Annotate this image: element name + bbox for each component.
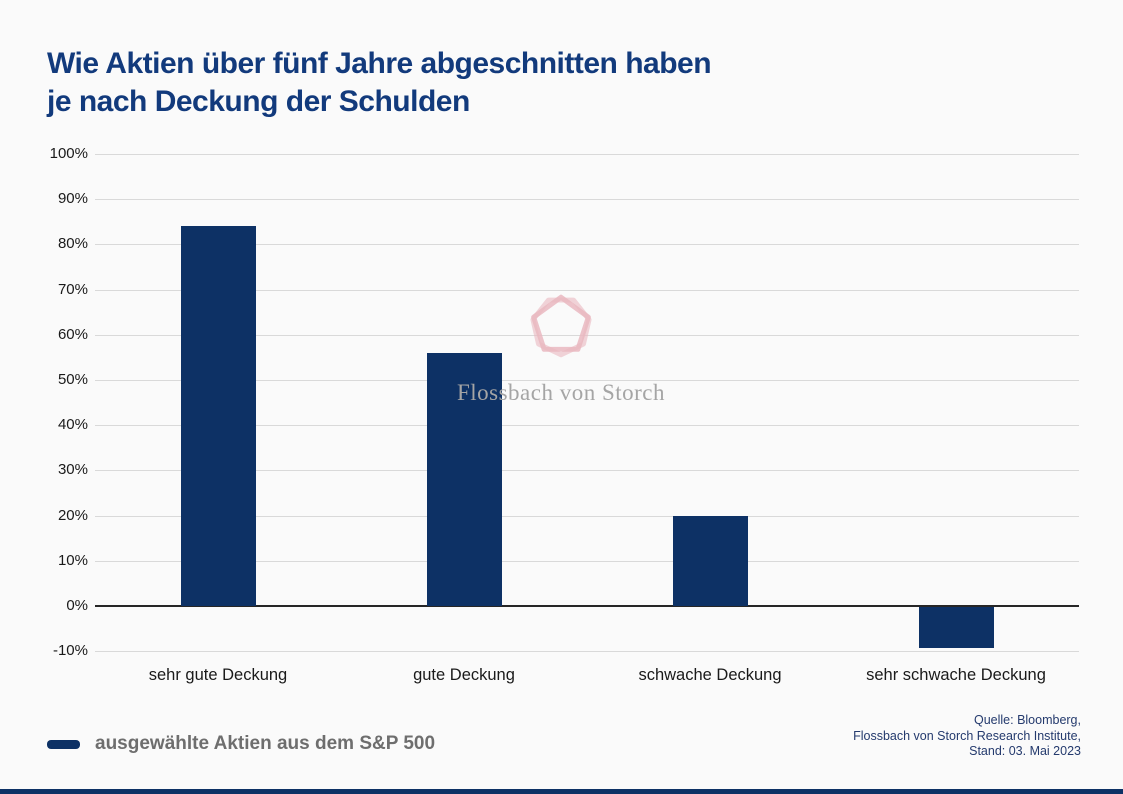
gridline — [95, 380, 1079, 381]
y-axis-tick-label: 40% — [57, 416, 88, 434]
x-axis-category-label: sehr gute Deckung — [148, 666, 288, 684]
bar-sehr-gute-deckung — [180, 226, 256, 606]
chart-title-line1: Wie Aktien über fünf Jahre abgeschnitten… — [47, 47, 712, 80]
x-axis-category-label: sehr schwache Deckung — [866, 666, 1046, 684]
gridline — [95, 289, 1079, 291]
legend-label: ausgewählte Aktien aus dem S&P 500 — [95, 733, 436, 754]
legend: ausgewählte Aktien aus dem S&P 500 — [47, 733, 435, 755]
footer-rule — [0, 789, 1123, 794]
gridline — [95, 470, 1079, 472]
gridline — [95, 199, 1079, 201]
gridline — [95, 244, 1079, 246]
y-axis-tick-label: 60% — [57, 325, 88, 343]
y-axis-tick-label: -10% — [52, 642, 88, 660]
source-line1: Quelle: Bloomberg, — [973, 713, 1081, 727]
y-axis-tick-label: 90% — [57, 190, 88, 208]
y-axis-tick-label: 100% — [49, 145, 88, 162]
gridline — [95, 515, 1079, 517]
chart-title-line2: je nach Deckung der Schulden — [47, 85, 470, 118]
y-axis-tick-label: 80% — [57, 235, 88, 253]
bar-gute-deckung — [426, 352, 502, 606]
gridline — [95, 425, 1079, 427]
source-line3: Stand: 03. Mai 2023 — [969, 744, 1081, 758]
gridline — [95, 651, 1079, 653]
zero-axis-line — [95, 605, 1079, 607]
x-axis-category-label: schwache Deckung — [638, 666, 782, 684]
x-axis-category-label: gute Deckung — [413, 666, 515, 684]
y-axis-tick-label: 0% — [66, 597, 88, 614]
legend-swatch — [47, 739, 80, 749]
chart-title: Wie Aktien über fünf Jahre abgeschnitten… — [47, 45, 712, 121]
bar-sehr-schwache-deckung — [918, 607, 994, 648]
y-axis-tick-label: 20% — [57, 506, 88, 524]
gridline — [95, 560, 1079, 562]
y-axis-tick-label: 30% — [57, 461, 88, 479]
gridline — [95, 154, 1079, 155]
y-axis-tick-label: 70% — [57, 280, 88, 298]
y-axis-tick-label: 50% — [57, 371, 88, 388]
bar-schwache-deckung — [672, 515, 748, 606]
source-note: Quelle: Bloomberg, Flossbach von Storch … — [853, 713, 1081, 760]
source-line2: Flossbach von Storch Research Institute, — [853, 728, 1081, 743]
y-axis-tick-label: 10% — [57, 551, 88, 569]
